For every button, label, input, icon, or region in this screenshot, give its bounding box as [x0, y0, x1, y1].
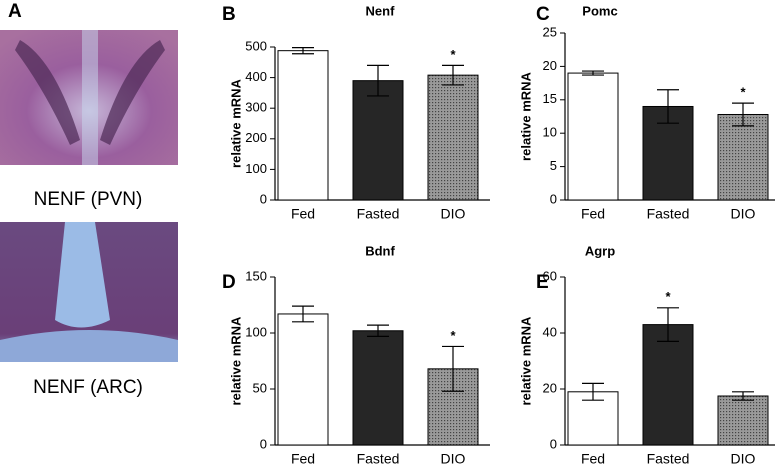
y-tick-label: 10	[543, 125, 557, 140]
y-tick-label: 20	[543, 58, 557, 73]
y-tick-label: 15	[543, 91, 557, 106]
micrograph-pvn	[0, 30, 178, 165]
significance-marker: *	[450, 47, 456, 62]
chart-title: Nenf	[366, 3, 396, 18]
y-axis-label: relative mRNA	[518, 71, 533, 160]
chart-title: Pomc	[582, 3, 617, 18]
bar	[642, 324, 694, 446]
y-tick-label: 25	[543, 24, 557, 39]
bar	[352, 80, 404, 201]
panel-letter: A	[8, 1, 22, 22]
bar	[717, 113, 769, 201]
y-tick-label: 100	[245, 324, 267, 339]
chart-title: Agrp	[585, 243, 615, 258]
panel-letter: E	[536, 272, 549, 293]
bar	[717, 395, 769, 446]
x-tick-label: DIO	[441, 451, 466, 464]
y-tick-label: 60	[543, 268, 557, 283]
y-tick-label: 20	[543, 380, 557, 395]
y-tick-label: 200	[245, 130, 267, 145]
micrograph-arc	[0, 222, 178, 362]
y-tick-label: 500	[245, 38, 267, 53]
bar	[352, 330, 404, 446]
caption: NENF (PVN)	[34, 189, 143, 210]
y-tick-label: 50	[253, 380, 267, 395]
y-tick-label: 300	[245, 100, 267, 115]
significance-marker: *	[665, 289, 671, 304]
panel-letter: D	[222, 272, 236, 293]
y-axis-label: relative mRNA	[518, 316, 533, 405]
x-tick-label: Fasted	[357, 451, 400, 464]
y-tick-label: 5	[550, 158, 557, 173]
x-tick-label: Fed	[291, 206, 315, 222]
y-axis-label: relative mRNA	[228, 78, 243, 167]
x-tick-label: Fed	[581, 451, 605, 464]
bar	[277, 313, 329, 446]
panel-letter: C	[536, 4, 550, 25]
y-tick-label: 0	[260, 191, 267, 206]
bar	[277, 50, 329, 201]
caption: NENF (ARC)	[33, 377, 143, 398]
x-tick-label: Fasted	[647, 451, 690, 464]
y-tick-label: 150	[245, 268, 267, 283]
panel-letter: B	[222, 4, 236, 25]
x-tick-label: Fasted	[647, 206, 690, 222]
x-tick-label: Fed	[581, 206, 605, 222]
y-tick-label: 0	[550, 436, 557, 451]
y-tick-label: 0	[550, 191, 557, 206]
x-tick-label: DIO	[441, 206, 466, 222]
x-tick-label: Fed	[291, 451, 315, 464]
significance-marker: *	[450, 328, 456, 343]
y-tick-label: 100	[245, 161, 267, 176]
y-tick-label: 40	[543, 324, 557, 339]
x-tick-label: DIO	[731, 451, 756, 464]
bar	[427, 74, 479, 201]
significance-marker: *	[740, 85, 746, 100]
chart-title: Bdnf	[365, 243, 395, 258]
y-axis-label: relative mRNA	[228, 316, 243, 405]
y-tick-label: 0	[260, 436, 267, 451]
x-tick-label: DIO	[731, 206, 756, 222]
y-tick-label: 400	[245, 69, 267, 84]
x-tick-label: Fasted	[357, 206, 400, 222]
bar	[567, 72, 619, 201]
